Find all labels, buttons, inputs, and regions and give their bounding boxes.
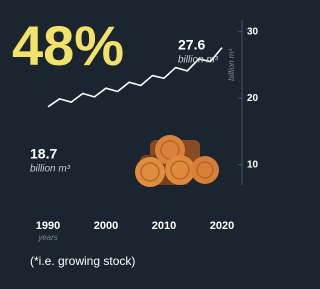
headline: 48%	[12, 14, 124, 77]
y-tick-label: 20	[247, 93, 259, 104]
page: {"chart_data": { "type": "line", "headli…	[0, 0, 320, 289]
y-tick-label: 10	[247, 159, 259, 170]
annotation-unit: billion m³	[30, 164, 71, 175]
annotation-value: 18.7	[30, 146, 57, 162]
x-tick-label: 2000	[94, 220, 118, 232]
y-tick-label: 30	[247, 26, 259, 37]
footnote: (*i.e. growing stock)	[30, 254, 135, 268]
x-tick-label: 2020	[210, 220, 234, 232]
chart: 48% (*i.e. growing stock) 10 20 30 billion …	[0, 0, 271, 289]
annotation-value: 27.6	[178, 36, 205, 52]
y-axis-label: billion m³	[227, 49, 236, 81]
x-axis-label: years	[37, 233, 58, 242]
x-tick-label: 1990	[36, 220, 60, 232]
annotation-unit: billion m³	[178, 54, 219, 65]
x-tick-label: 2010	[152, 220, 176, 232]
